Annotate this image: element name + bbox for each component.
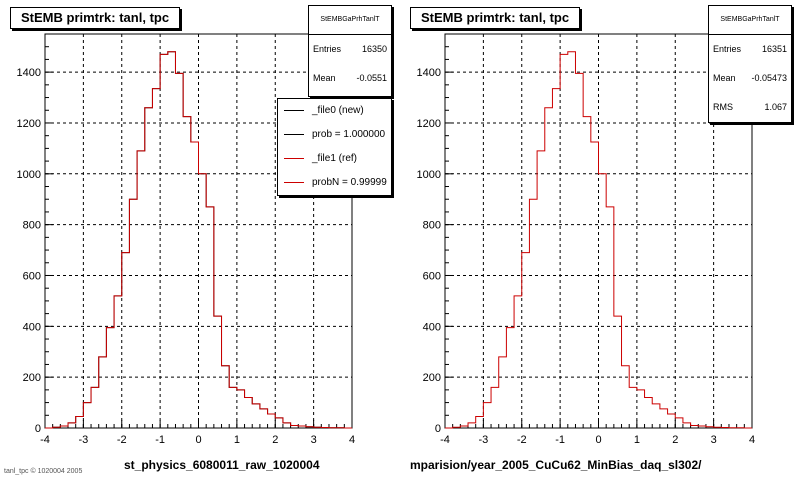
x-tick-label: -2	[117, 434, 127, 446]
panel-2-stats-value: -0.05473	[751, 73, 787, 83]
x-tick-label: 2	[672, 434, 678, 446]
footer-text: tanl_tpc © 1020004 2005	[4, 468, 83, 475]
legend-label: _file1 (ref)	[312, 153, 358, 164]
y-tick-label: 800	[23, 220, 41, 232]
x-tick-label: -1	[155, 434, 165, 446]
legend-entry: _file1 (ref)	[278, 147, 391, 171]
x-tick-label: 4	[349, 434, 355, 446]
legend-label: prob = 1.000000	[312, 129, 386, 140]
y-tick-label: 200	[23, 372, 41, 384]
x-tick-label: -3	[478, 434, 488, 446]
panel-2-stats-key: Mean	[713, 73, 736, 83]
y-tick-label: 200	[423, 372, 441, 384]
y-tick-label: 1200	[417, 118, 441, 130]
x-tick-label: -2	[517, 434, 527, 446]
y-tick-label: 600	[23, 270, 41, 282]
x-tick-label: 1	[234, 434, 240, 446]
y-tick-label: 800	[423, 220, 441, 232]
y-tick-label: 600	[423, 270, 441, 282]
x-tick-label: 1	[634, 434, 640, 446]
y-tick-label: 400	[423, 321, 441, 333]
panel-2-stats-value: 1.067	[764, 102, 787, 112]
histogram-series-1	[445, 51, 752, 429]
panel-2-stats-name: StEMBGaPrhTanlT	[709, 6, 791, 35]
y-tick-label: 1000	[17, 169, 41, 181]
legend-swatch	[284, 134, 304, 135]
y-tick-label: 1000	[417, 169, 441, 181]
legend-swatch	[284, 182, 304, 183]
x-tick-label: -4	[440, 434, 450, 446]
panel-2-stats-key: Entries	[713, 44, 742, 54]
legend-entry: _file0 (new)	[278, 99, 391, 123]
panel-1-stats-row: Entries 16350	[309, 35, 391, 64]
panel-2-title: StEMB primtrk: tanl, tpc	[410, 7, 581, 29]
panel-1-stats-value: 16350	[361, 44, 387, 54]
panel-1-x-axis-name: st_physics_6080011_raw_1020004	[124, 458, 320, 472]
y-tick-label: 1200	[17, 118, 41, 130]
histogram-series-2	[45, 51, 352, 429]
legend-entry: probN = 0.99999	[278, 171, 391, 195]
y-tick-label: 1400	[17, 67, 41, 79]
plot-frame	[44, 33, 353, 429]
panel-2-x-axis-name: mparision/year_2005_CuCu62_MinBias_daq_s…	[410, 458, 702, 472]
panel-1-legend: _file0 (new) prob = 1.000000 _file1 (ref…	[277, 98, 392, 196]
legend-label: probN = 0.99999	[312, 177, 387, 188]
panel-1-stats-key: Entries	[313, 44, 342, 54]
x-tick-label: 0	[195, 434, 201, 446]
x-tick-label: -4	[40, 434, 50, 446]
panel-2-stats-row: RMS 1.067	[709, 93, 791, 122]
panel-1-stats-value: -0.0551	[356, 73, 387, 83]
x-tick-label: 3	[311, 434, 317, 446]
panel-1-stats-box: StEMBGaPrhTanlT Entries 16350 Mean -0.05…	[308, 5, 392, 97]
y-tick-label: 0	[35, 423, 41, 435]
legend-entry: prob = 1.000000	[278, 123, 391, 147]
x-tick-label: 3	[711, 434, 717, 446]
panel-1-stats-key: Mean	[313, 73, 336, 83]
panel-1-stats-row: Mean -0.0551	[309, 64, 391, 93]
x-tick-label: -1	[555, 434, 565, 446]
panel-2-stats-value: 16351	[761, 44, 787, 54]
plot-frame	[444, 33, 753, 429]
panel-1-stats-name: StEMBGaPrhTanlT	[309, 6, 391, 35]
panel-2-stats-row: Entries 16351	[709, 35, 791, 64]
panel-2-stats-row: Mean -0.05473	[709, 64, 791, 93]
legend-swatch	[284, 110, 304, 111]
y-tick-label: 1400	[417, 67, 441, 79]
legend-swatch	[284, 158, 304, 159]
x-tick-label: 0	[595, 434, 601, 446]
y-tick-label: 0	[435, 423, 441, 435]
panel-2-stats-box: StEMBGaPrhTanlT Entries 16351 Mean -0.05…	[708, 5, 792, 123]
panel-2-stats-key: RMS	[713, 102, 733, 112]
legend-label: _file0 (new)	[312, 105, 364, 116]
x-tick-label: -3	[78, 434, 88, 446]
panel-1-title: StEMB primtrk: tanl, tpc	[10, 7, 181, 29]
y-tick-label: 400	[23, 321, 41, 333]
x-tick-label: 4	[749, 434, 755, 446]
x-tick-label: 2	[272, 434, 278, 446]
